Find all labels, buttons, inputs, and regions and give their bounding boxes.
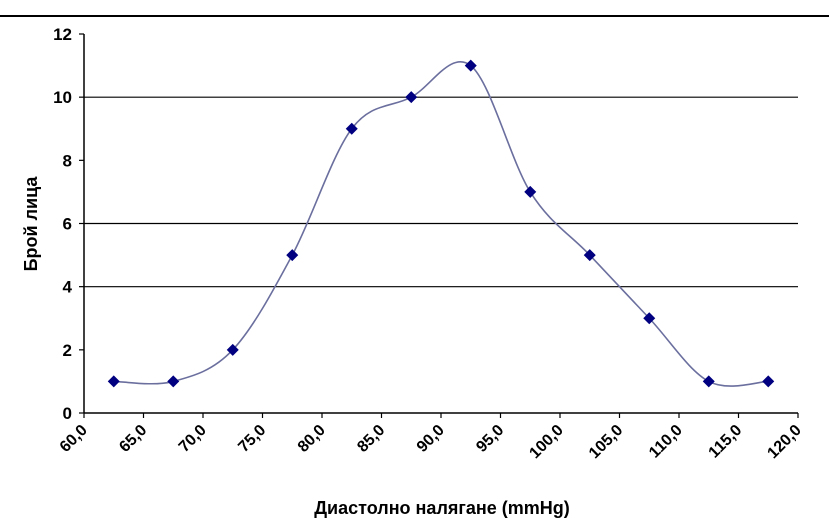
- y-tick-label: 6: [63, 215, 72, 234]
- y-tick-labels: 0 2 4 6 8 10 12: [53, 25, 72, 423]
- data-point-diamond: [762, 375, 775, 388]
- data-point-diamond: [524, 185, 537, 198]
- x-axis-title: Диастолно налягане (mmHg): [314, 498, 570, 518]
- data-point-diamond: [643, 312, 656, 325]
- y-tick-label: 2: [63, 341, 72, 360]
- axes: [79, 33, 799, 418]
- gridlines: [84, 96, 798, 288]
- y-tick-label: 0: [63, 404, 72, 423]
- data-point-diamond: [167, 375, 180, 388]
- data-point-diamond: [226, 343, 239, 356]
- y-tick-label: 8: [63, 151, 72, 170]
- y-tick-label: 12: [53, 25, 72, 44]
- data-point-diamond: [405, 91, 418, 104]
- data-point-diamond: [286, 249, 299, 262]
- y-axis-title: Брой лица: [21, 176, 41, 272]
- y-tick-label: 10: [53, 88, 72, 107]
- data-point-diamond: [345, 122, 358, 135]
- data-point-diamond: [702, 375, 715, 388]
- data-points: [107, 59, 775, 388]
- data-point-diamond: [583, 249, 596, 262]
- y-tick-label: 4: [63, 278, 73, 297]
- data-point-diamond: [464, 59, 477, 72]
- data-point-diamond: [107, 375, 120, 388]
